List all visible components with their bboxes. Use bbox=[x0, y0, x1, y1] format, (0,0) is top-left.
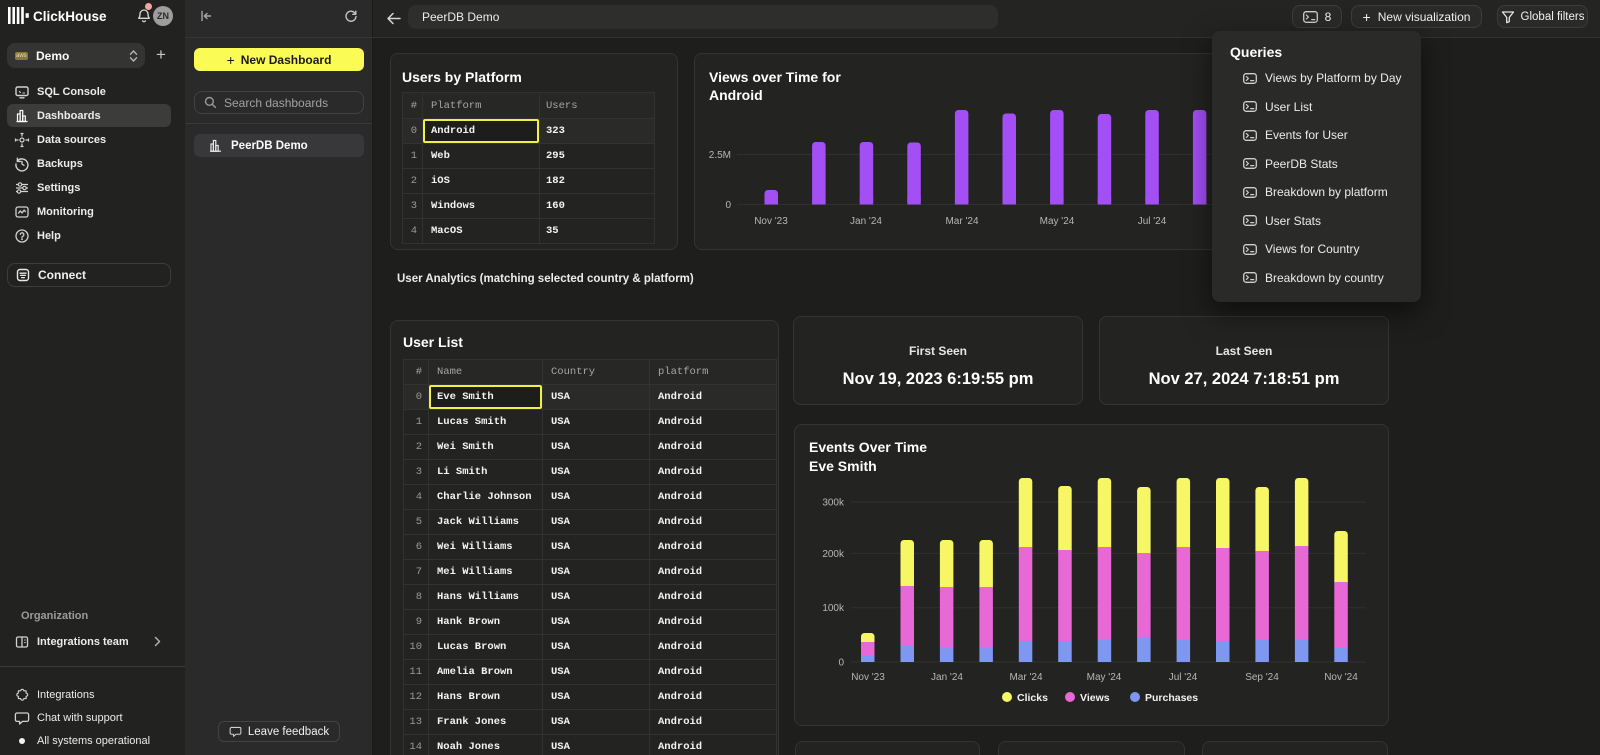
svg-text:May '24: May '24 bbox=[1040, 216, 1075, 227]
svg-text:Clicks: Clicks bbox=[1017, 692, 1048, 704]
svg-text:Jul '24: Jul '24 bbox=[1169, 672, 1198, 683]
svg-text:100k: 100k bbox=[822, 603, 845, 614]
svg-text:Jul '24: Jul '24 bbox=[1138, 216, 1167, 227]
svg-text:Nov '23: Nov '23 bbox=[851, 672, 885, 683]
svg-text:200k: 200k bbox=[822, 549, 845, 560]
svg-text:0: 0 bbox=[838, 658, 844, 669]
svg-text:2.5M: 2.5M bbox=[709, 150, 731, 161]
svg-text:Nov '23: Nov '23 bbox=[754, 216, 788, 227]
svg-text:Purchases: Purchases bbox=[1145, 692, 1198, 704]
svg-text:Mar '24: Mar '24 bbox=[1009, 672, 1042, 683]
svg-text:Sep '24: Sep '24 bbox=[1245, 672, 1279, 683]
svg-text:Jan '24: Jan '24 bbox=[931, 672, 963, 683]
svg-text:Nov '24: Nov '24 bbox=[1324, 672, 1358, 683]
svg-text:300k: 300k bbox=[822, 498, 845, 509]
svg-text:Jan '24: Jan '24 bbox=[850, 216, 882, 227]
svg-text:Mar '24: Mar '24 bbox=[945, 216, 978, 227]
svg-text:0: 0 bbox=[725, 200, 731, 211]
svg-text:Views: Views bbox=[1080, 692, 1110, 704]
svg-text:May '24: May '24 bbox=[1087, 672, 1122, 683]
